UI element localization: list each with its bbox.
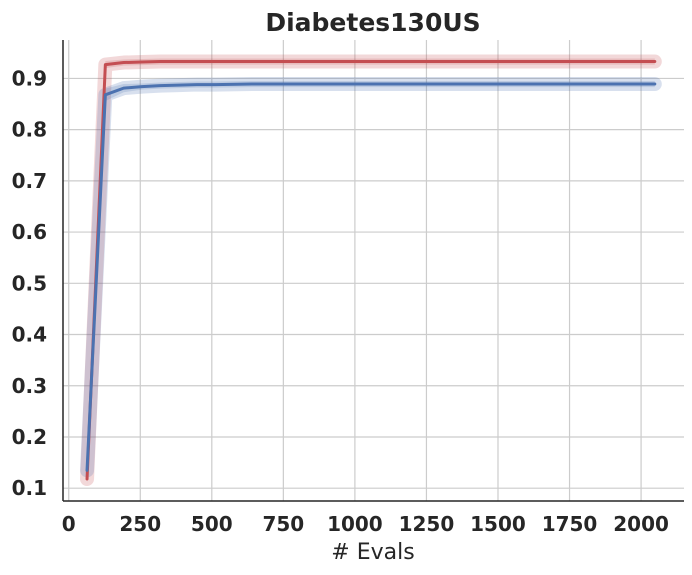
y-tick-labels: 0.1 0.2 0.3 0.4 0.5 0.6 0.7 0.8 0.9 — [12, 66, 47, 500]
x-tick-label: 2000 — [613, 512, 669, 536]
x-tick-labels: 0 250 500 750 1000 1250 1500 1750 2000 — [62, 512, 669, 536]
x-tick-label: 750 — [262, 512, 304, 536]
x-tick-label: 1000 — [327, 512, 383, 536]
x-tick-label: 1250 — [399, 512, 455, 536]
x-tick-label: 500 — [191, 512, 233, 536]
chart-title: Diabetes130US — [265, 8, 480, 37]
y-tick-label: 0.9 — [12, 66, 47, 90]
y-tick-label: 0.4 — [12, 323, 47, 347]
y-tick-label: 0.5 — [12, 271, 47, 295]
y-tick-label: 0.1 — [12, 476, 47, 500]
x-tick-label: 0 — [62, 512, 76, 536]
axes-spines — [62, 40, 684, 502]
series-lines — [85, 60, 657, 481]
y-tick-label: 0.7 — [12, 169, 47, 193]
x-tick-label: 1750 — [542, 512, 598, 536]
x-axis-label: # Evals — [331, 540, 414, 565]
grid — [63, 40, 684, 501]
y-tick-label: 0.3 — [12, 374, 47, 398]
series-2-line — [85, 82, 657, 472]
y-tick-label: 0.6 — [12, 220, 47, 244]
x-tick-label: 1500 — [470, 512, 526, 536]
series-1-line — [85, 60, 657, 481]
x-tick-label: 250 — [119, 512, 161, 536]
y-tick-label: 0.2 — [12, 425, 47, 449]
y-tick-label: 0.8 — [12, 118, 47, 142]
